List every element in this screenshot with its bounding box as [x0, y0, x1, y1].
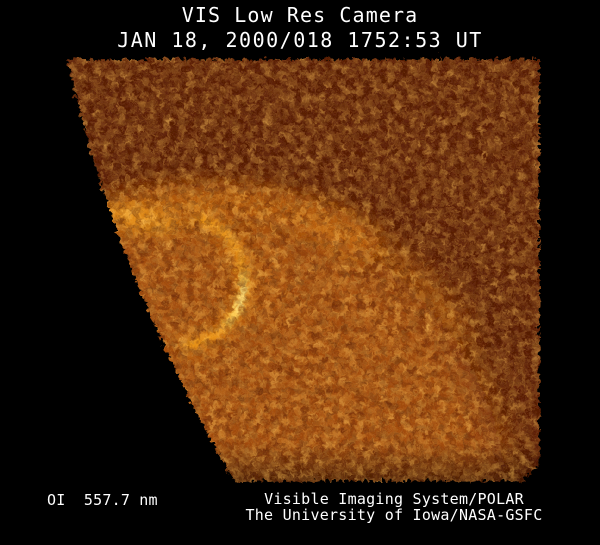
- credit-block: Visible Imaging System/POLAR The Univers…: [238, 491, 550, 523]
- auroral-interior-glow: [65, 207, 505, 479]
- image-clip-region: [65, 57, 537, 479]
- bright-arc-peak: [231, 281, 245, 311]
- faint-auroral-arc: [250, 217, 278, 324]
- credit-line-1: Visible Imaging System/POLAR: [264, 490, 524, 508]
- image-frame: [65, 57, 537, 479]
- wavelength-label: OI 557.7 nm: [47, 491, 158, 509]
- bottom-edge-shadow: [215, 440, 537, 479]
- image-timestamp: JAN 18, 2000/018 1752:53 UT: [117, 28, 483, 52]
- credit-line-2: The University of Iowa/NASA-GSFC: [245, 506, 543, 524]
- camera-title: VIS Low Res Camera: [181, 3, 419, 27]
- auroral-band-hotspot: [100, 202, 180, 232]
